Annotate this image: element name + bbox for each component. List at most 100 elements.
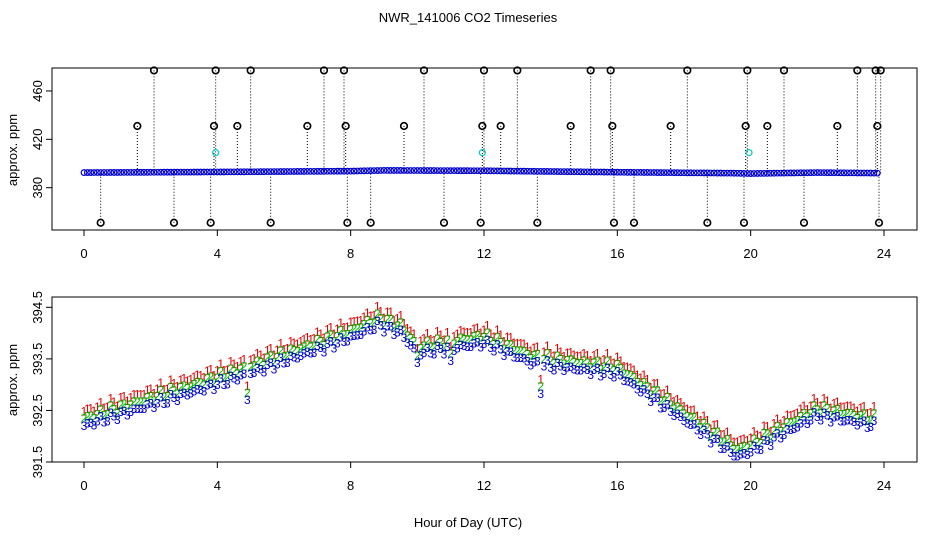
baseline-point <box>633 168 641 176</box>
series-1-point: 1 <box>464 325 471 339</box>
series-1-point: 1 <box>207 363 214 377</box>
outlier-point <box>779 66 789 75</box>
series-2-point: 2 <box>644 380 651 394</box>
series-1-point: 1 <box>621 360 628 374</box>
series-1-point: 1 <box>847 399 854 413</box>
series-2-point: 2 <box>544 346 551 360</box>
series-2-point: 2 <box>684 409 691 423</box>
outlier-point <box>96 218 105 227</box>
series-3-point: 3 <box>177 387 184 401</box>
series-3-point: 3 <box>257 362 264 376</box>
series-2-point: 2 <box>291 343 298 357</box>
series-3-point: 3 <box>527 358 534 372</box>
series-2-point: 2 <box>141 395 148 409</box>
series-1-point: 1 <box>284 342 291 356</box>
x-tick-label: 12 <box>477 478 491 493</box>
series-2-point: 2 <box>814 403 821 417</box>
series-3-point: 3 <box>504 345 511 359</box>
series-2-point: 2 <box>91 411 98 425</box>
series-2-point: 2 <box>564 353 571 367</box>
baseline-point <box>507 167 515 175</box>
series-2-point: 2 <box>464 333 471 347</box>
series-3-point: 3 <box>547 361 554 375</box>
outlier-point <box>763 121 772 131</box>
series-3-point: 3 <box>287 349 294 363</box>
series-3-point: 3 <box>304 345 311 359</box>
baseline-point <box>333 167 341 175</box>
series-1-point: 1 <box>341 321 348 335</box>
series-3-point: 3 <box>467 340 474 354</box>
baseline-point <box>113 169 121 176</box>
series-1-point: 1 <box>357 313 364 327</box>
series-1-point: 1 <box>831 396 838 410</box>
baseline-point <box>383 167 391 174</box>
baseline-point <box>117 169 125 176</box>
series-1-point: 1 <box>731 435 738 449</box>
series-3-point: 3 <box>97 410 104 424</box>
baseline-point <box>427 167 435 174</box>
baseline-point <box>780 169 788 177</box>
series-1-point: 1 <box>431 333 438 347</box>
series-3-point: 3 <box>401 331 408 345</box>
series-2-point: 2 <box>487 334 494 348</box>
series-3-point: 3 <box>381 326 388 340</box>
series-3-point: 3 <box>514 351 521 365</box>
series-1-point: 1 <box>677 395 684 409</box>
series-2-point: 2 <box>357 321 364 335</box>
series-1-point: 1 <box>97 395 104 409</box>
series-2-point: 2 <box>277 344 284 358</box>
series-3-point: 3 <box>571 362 578 376</box>
series-2-point: 2 <box>524 347 531 361</box>
series-2-point: 2 <box>577 356 584 370</box>
series-3-point: 3 <box>187 387 194 401</box>
outlier-point <box>703 218 712 227</box>
series-3-point: 3 <box>337 331 344 345</box>
series-2-point: 2 <box>161 390 168 404</box>
series-1-point: 1 <box>337 316 344 330</box>
series-1-point: 1 <box>521 337 528 351</box>
series-1-point: 1 <box>587 354 594 368</box>
series-3-point: 3 <box>334 337 341 351</box>
series-2-point: 2 <box>284 349 291 363</box>
baseline-point <box>540 168 548 175</box>
series-3-point: 3 <box>801 414 808 428</box>
series-3-point: 3 <box>767 439 774 453</box>
series-3-point: 3 <box>464 340 471 354</box>
series-3-point: 3 <box>587 368 594 382</box>
baseline-point <box>320 167 328 175</box>
series-3-point: 3 <box>664 397 671 411</box>
series-3-point: 3 <box>624 374 631 388</box>
series-2-point: 2 <box>401 324 408 338</box>
series-1-point: 1 <box>401 317 408 331</box>
series-2-point: 2 <box>364 313 371 327</box>
series-2-point: 2 <box>567 353 574 367</box>
baseline-point <box>327 167 335 175</box>
outlier-point <box>799 218 809 227</box>
series-1-point: 1 <box>214 364 221 378</box>
series-2-point: 2 <box>221 371 228 385</box>
series-1-point: 1 <box>447 340 454 354</box>
baseline-point <box>450 167 458 175</box>
series-3-point: 3 <box>821 406 828 420</box>
series-2-point: 2 <box>647 388 654 402</box>
series-3-point: 3 <box>621 374 628 388</box>
series-1-point: 1 <box>581 346 588 360</box>
series-2-point: 2 <box>664 390 671 404</box>
series-1-point: 1 <box>737 433 744 447</box>
series-1-point: 1 <box>437 328 444 342</box>
series-2-point: 2 <box>324 330 331 344</box>
baseline-point <box>417 167 425 174</box>
series-2-point: 2 <box>561 357 568 371</box>
baseline-point <box>140 168 148 176</box>
baseline-point <box>753 170 761 177</box>
baseline-point <box>653 169 661 176</box>
series-2-point: 2 <box>424 334 431 348</box>
outlier-point <box>339 66 349 75</box>
baseline-point <box>337 167 345 175</box>
baseline-point <box>770 169 778 177</box>
series-2-point: 2 <box>634 375 641 389</box>
series-2-point: 2 <box>681 407 688 421</box>
baseline-point <box>287 168 295 175</box>
series-3-point: 3 <box>667 405 674 419</box>
outlier-point <box>476 218 485 227</box>
